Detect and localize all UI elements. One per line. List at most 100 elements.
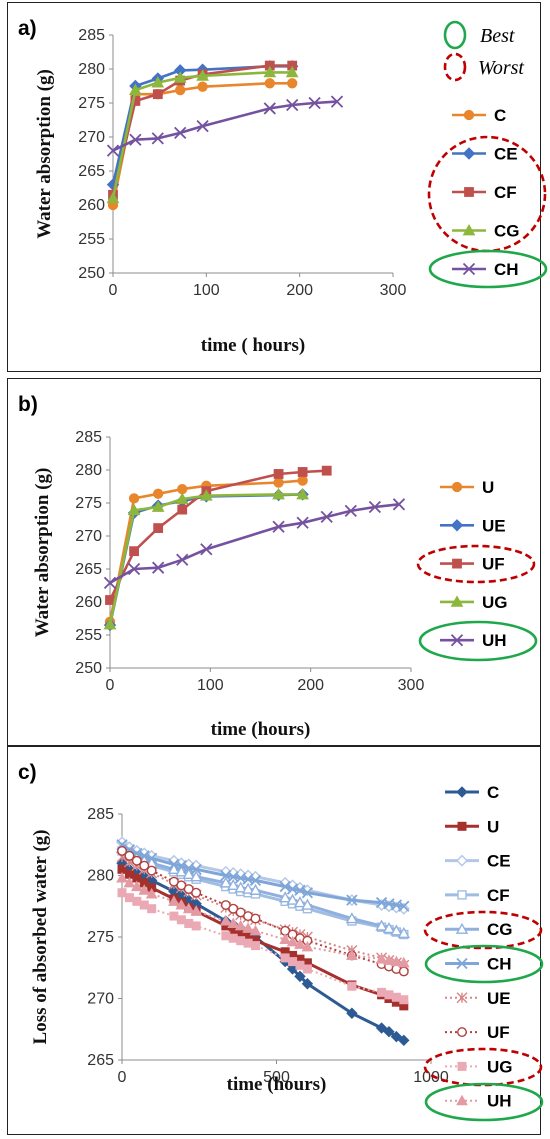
data-point-ug bbox=[139, 900, 149, 910]
data-point-ch bbox=[249, 874, 262, 887]
data-point-uf bbox=[139, 860, 150, 871]
x-tick-label: 0 bbox=[109, 282, 118, 299]
data-point-uf bbox=[398, 966, 409, 977]
legend-item-ug: UG bbox=[440, 593, 508, 612]
data-point-uh bbox=[176, 553, 189, 566]
data-point-cg bbox=[278, 891, 292, 903]
data-point-ch bbox=[129, 133, 142, 146]
data-point-ug bbox=[151, 500, 165, 512]
legend-item-cg: CG bbox=[452, 222, 520, 241]
legend-item-ue: UE bbox=[440, 516, 506, 535]
data-point-ug bbox=[184, 918, 194, 928]
worst-highlight-ellipse bbox=[416, 544, 536, 584]
data-point-ug bbox=[377, 987, 387, 997]
data-point-cg bbox=[106, 191, 120, 204]
series-line-c bbox=[121, 862, 405, 1042]
data-point-ch bbox=[146, 852, 158, 864]
series-cg bbox=[106, 65, 299, 204]
y-axis-title: Loss of absorbed water (g) bbox=[30, 830, 51, 1045]
series-line-u bbox=[121, 868, 405, 1008]
legend-marker-cg bbox=[455, 922, 469, 934]
data-point-cg bbox=[175, 865, 188, 877]
data-point-ch bbox=[263, 102, 276, 115]
worst-highlight-ellipse-ug bbox=[423, 1047, 543, 1087]
legend-item-uh: UH bbox=[440, 631, 507, 650]
series-ch bbox=[106, 95, 344, 157]
data-point-uh bbox=[152, 561, 165, 574]
y-tick-label: 285 bbox=[75, 429, 102, 446]
x-axis-title: time (hours) bbox=[227, 1074, 327, 1095]
data-point-cg bbox=[227, 878, 240, 891]
panel-b: b) 250 255 260 265 270 275 280 285 0 100 200 300 time… bbox=[7, 378, 541, 746]
legend-label: UE bbox=[482, 516, 506, 535]
data-point-c bbox=[294, 970, 306, 983]
best-highlight-ellipse-uh bbox=[424, 1082, 544, 1122]
y-tick-label: 275 bbox=[87, 929, 114, 946]
data-point-u bbox=[273, 477, 284, 488]
data-point-uh bbox=[286, 935, 299, 947]
legend-item-uf: UF bbox=[440, 555, 505, 574]
data-point-ug bbox=[199, 489, 213, 501]
data-point-uh bbox=[182, 902, 195, 914]
series-line-ch bbox=[112, 100, 338, 152]
legend-item-ue: UE bbox=[445, 989, 511, 1008]
y-tick-label: 265 bbox=[78, 163, 105, 180]
legend-marker-ue bbox=[456, 992, 468, 1004]
data-point-uh bbox=[296, 516, 309, 529]
best-marker-icon bbox=[443, 20, 467, 50]
x-tick-label: 200 bbox=[297, 677, 324, 694]
legend-label: UF bbox=[487, 1023, 510, 1042]
legend-item-uh: UH bbox=[445, 1092, 512, 1111]
data-point-cg bbox=[263, 65, 277, 78]
data-point-cg bbox=[189, 870, 203, 882]
data-point-uh bbox=[392, 498, 406, 511]
y-tick-label: 255 bbox=[78, 231, 105, 248]
data-point-uh bbox=[138, 884, 151, 895]
worst-marker-icon bbox=[443, 52, 467, 82]
panel-label: b) bbox=[18, 393, 38, 416]
legend-marker-ch bbox=[456, 957, 468, 970]
y-tick-label: 285 bbox=[78, 27, 105, 44]
data-point-u bbox=[236, 928, 246, 938]
data-point-ch bbox=[286, 98, 299, 112]
legend-marker-uh bbox=[456, 1094, 468, 1106]
legend-label: C bbox=[487, 783, 499, 802]
legend-marker-c bbox=[456, 786, 468, 798]
y-tick-label: 270 bbox=[87, 991, 114, 1008]
data-point-c bbox=[287, 78, 298, 89]
y-axis-title: Water absorption (g) bbox=[32, 468, 53, 638]
legend-marker-uf bbox=[452, 558, 462, 569]
legend-item-cg: CG bbox=[445, 920, 513, 939]
data-point-c bbox=[375, 1022, 388, 1034]
data-point-cg bbox=[167, 862, 181, 875]
legend-item-u: U bbox=[445, 817, 499, 836]
y-axis-title: Water absorption (g) bbox=[34, 69, 55, 239]
legend-marker-c bbox=[463, 109, 475, 121]
data-point-cg bbox=[241, 882, 255, 894]
legend-item-ug: UG bbox=[445, 1057, 513, 1076]
data-point-uh bbox=[242, 922, 254, 933]
data-point-ch bbox=[301, 887, 314, 899]
legend-label: UE bbox=[487, 989, 511, 1008]
data-point-ug bbox=[127, 503, 141, 516]
data-point-uf bbox=[177, 504, 188, 515]
data-point-ch bbox=[175, 860, 187, 872]
legend-label: CE bbox=[494, 145, 518, 164]
data-point-ug bbox=[221, 931, 231, 941]
data-point-ch bbox=[190, 863, 202, 875]
y-tick-label: 255 bbox=[75, 627, 102, 644]
data-point-ug bbox=[250, 941, 260, 951]
legend-marker-ue bbox=[450, 519, 464, 532]
panel-a: a) 250 255 260 265 270 275 280 285 0 100 200 300 time… bbox=[7, 2, 548, 372]
data-point-ch bbox=[398, 900, 410, 912]
data-point-ug bbox=[117, 888, 127, 898]
data-point-uf bbox=[250, 913, 261, 924]
y-tick-label: 250 bbox=[75, 660, 102, 677]
data-point-ch bbox=[279, 880, 291, 893]
data-point-cg bbox=[234, 881, 247, 893]
data-point-ug bbox=[236, 936, 246, 946]
data-point-cg bbox=[173, 71, 187, 83]
data-point-uh bbox=[346, 949, 358, 960]
data-point-cg bbox=[390, 924, 403, 936]
y-tick-label: 280 bbox=[78, 61, 105, 78]
